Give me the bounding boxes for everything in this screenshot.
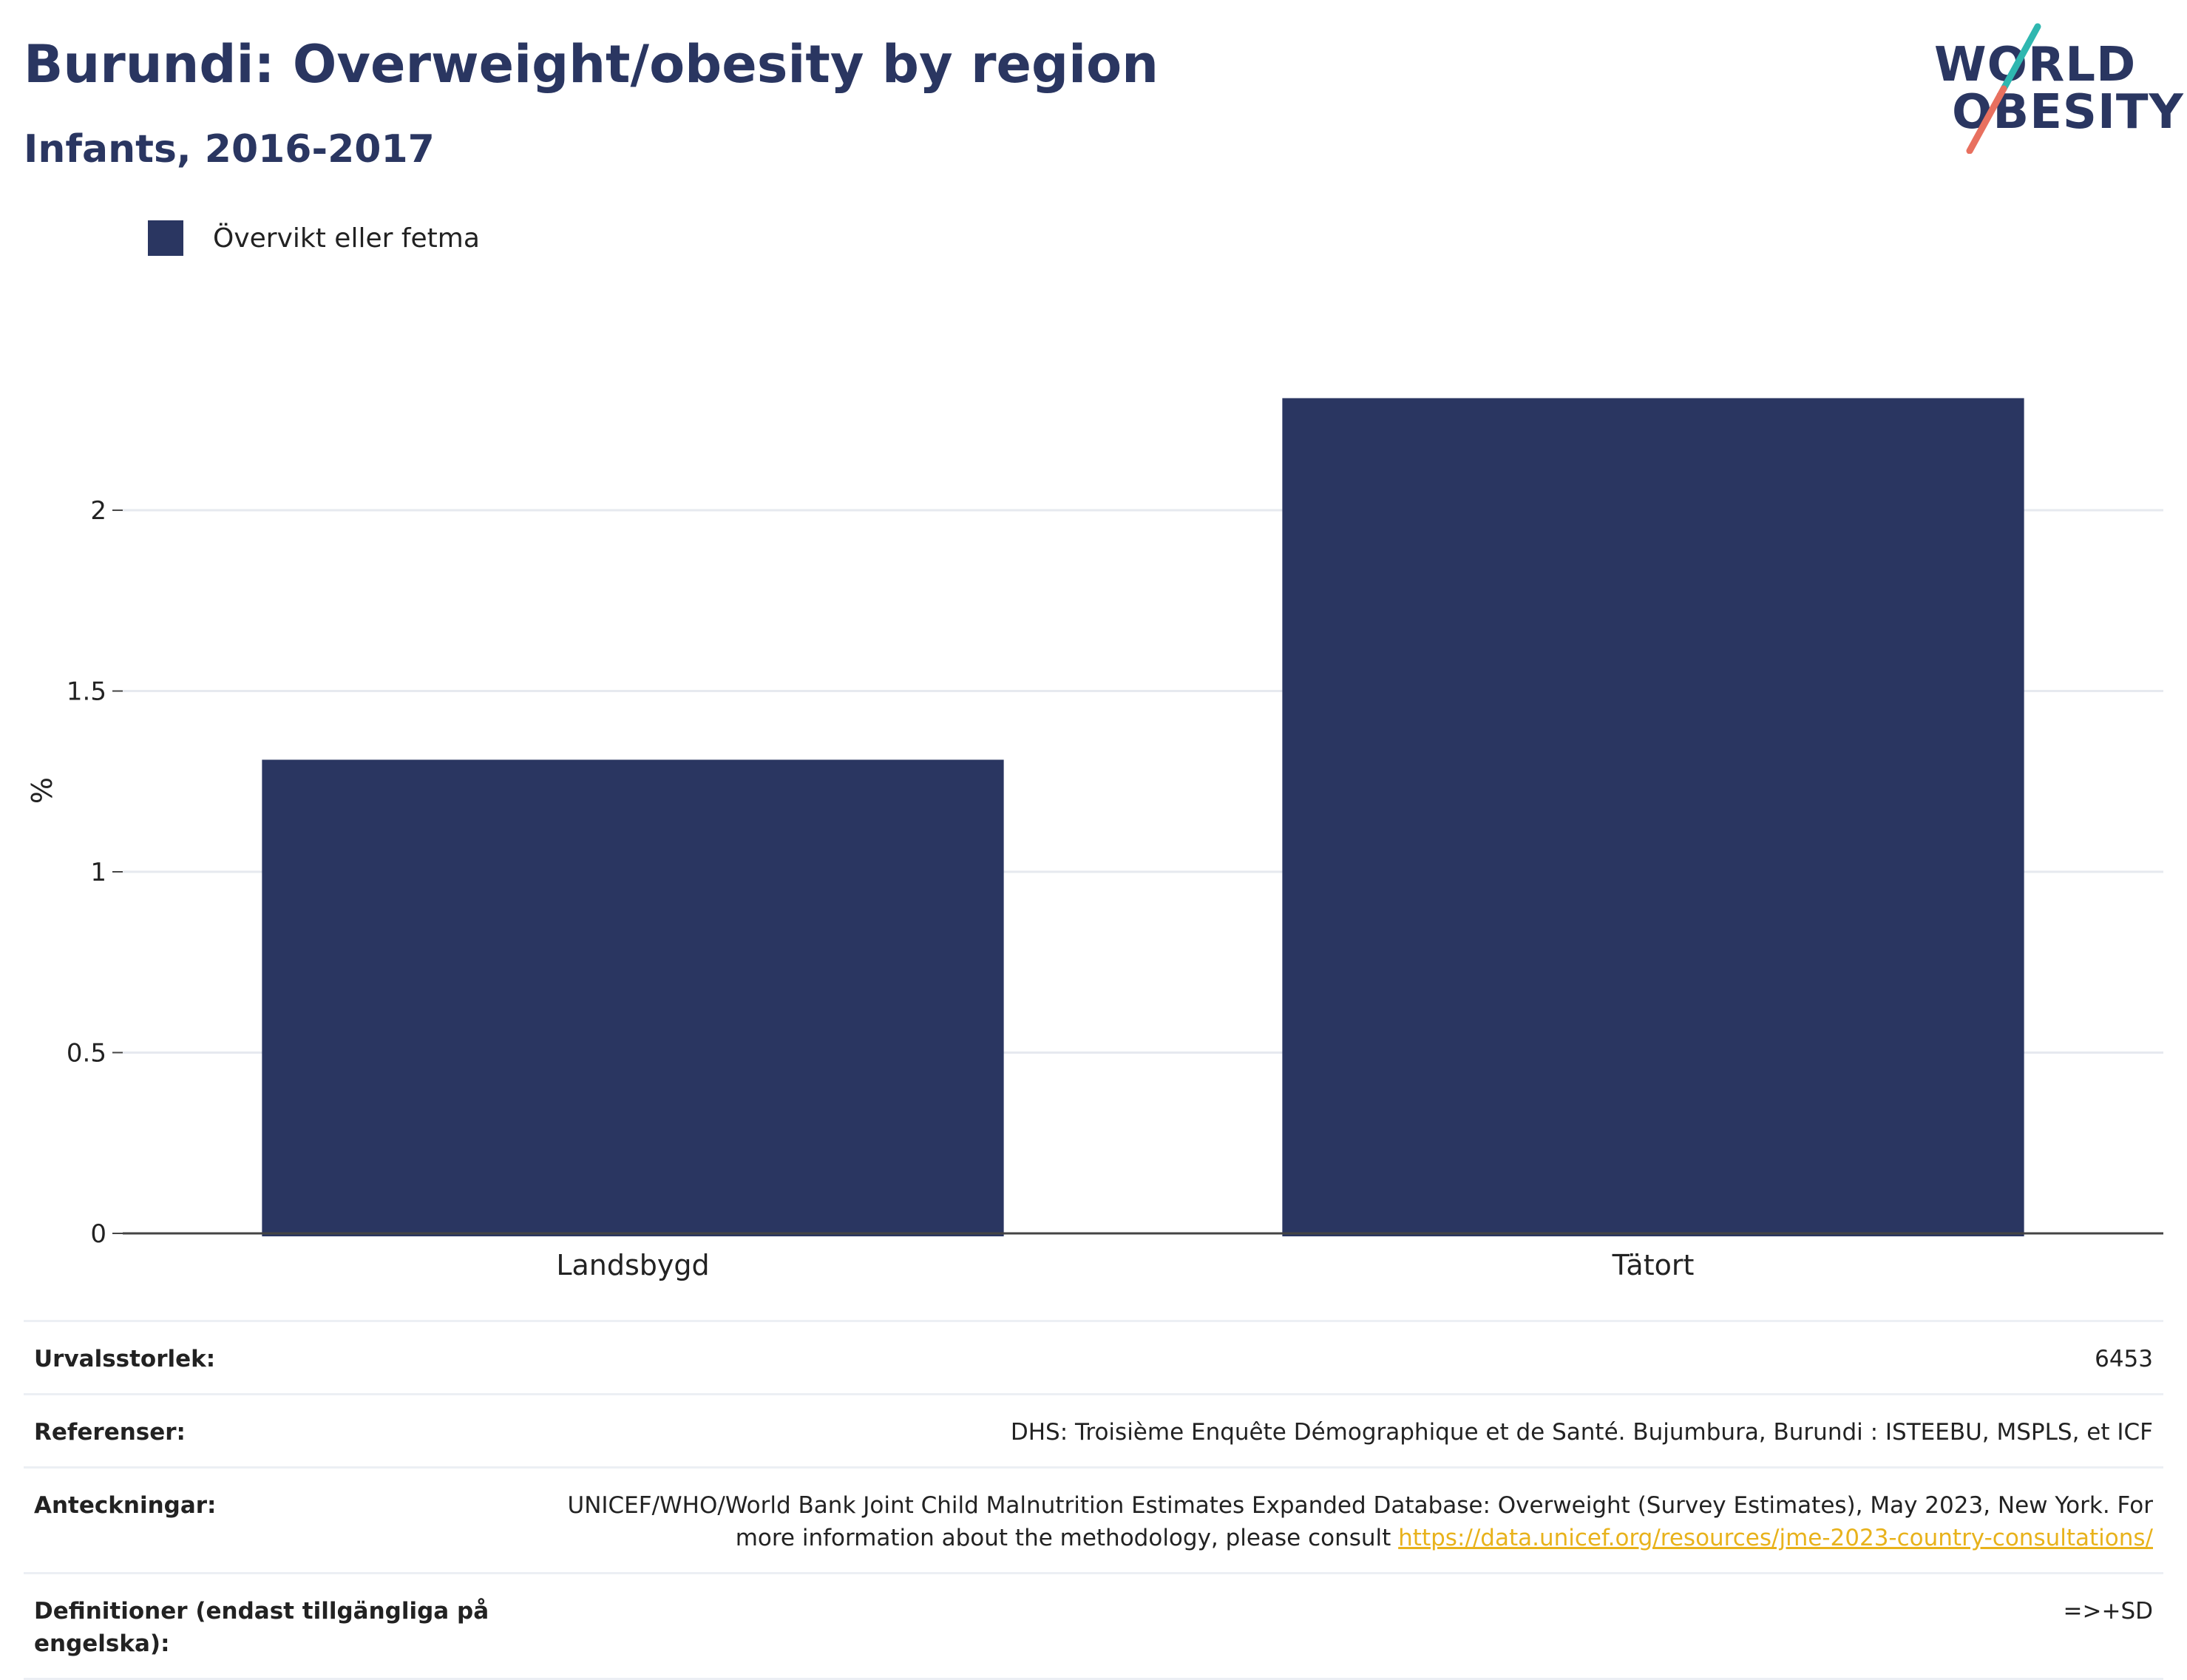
sample-size-label: Urvalsstorlek: — [34, 1346, 216, 1372]
logo-word-world: WORLD — [1934, 38, 2137, 92]
legend-swatch — [148, 220, 183, 256]
references-row: Referenser: DHS: Troisième Enquête Démog… — [24, 1393, 2163, 1466]
sample-size-value: 6453 — [2095, 1346, 2153, 1372]
notes-text: UNICEF/WHO/World Bank Joint Child Malnut… — [567, 1492, 2154, 1551]
bars — [262, 398, 2024, 1236]
y-tick-label: 0.5 — [67, 1039, 106, 1068]
bar-0 — [262, 759, 1004, 1236]
y-tick-label: 1.5 — [67, 677, 106, 707]
y-tick-label: 1 — [90, 858, 106, 887]
bar-chart: 0 0.5 1 1.5 2 Landsbygd Tätort% — [26, 398, 2163, 1281]
notes-value: UNICEF/WHO/World Bank Joint Child Malnut… — [507, 1489, 2154, 1554]
notes-label: Anteckningar: — [34, 1492, 217, 1519]
x-tick-label: Landsbygd — [556, 1249, 709, 1281]
definitions-row: Definitioner (endast tillgängliga på eng… — [24, 1572, 2163, 1680]
sample-size-row: Urvalsstorlek: 6453 — [24, 1320, 2163, 1393]
bar-1 — [1282, 398, 2024, 1236]
logo-slash-icon — [1966, 23, 2041, 154]
methodology-link[interactable]: https://data.unicef.org/resources/jme-20… — [1398, 1525, 2153, 1551]
references-value: DHS: Troisième Enquête Démographique et … — [1010, 1419, 2153, 1446]
y-tick-label: 0 — [90, 1219, 106, 1249]
notes-row: Anteckningar: UNICEF/WHO/World Bank Join… — [24, 1466, 2163, 1572]
world-obesity-logo[interactable]: WORLD OBESITY — [1922, 21, 2183, 154]
references-label: Referenser: — [34, 1419, 186, 1446]
definitions-label: Definitioner (endast tillgängliga på eng… — [34, 1598, 489, 1657]
legend-label: Övervikt eller fetma — [213, 223, 480, 254]
definitions-value: =>+SD — [2063, 1598, 2153, 1625]
y-axis-label: % — [26, 777, 58, 804]
x-tick-label: Tätort — [1612, 1249, 1695, 1281]
chart-subtitle: Infants, 2016-2017 — [24, 127, 435, 172]
y-tick-label: 2 — [90, 496, 106, 526]
chart-title: Burundi: Overweight/obesity by region — [24, 34, 1159, 95]
info-table: Urvalsstorlek: 6453 Referenser: DHS: Tro… — [24, 1320, 2163, 1680]
chart-legend[interactable]: Övervikt eller fetma — [148, 220, 480, 256]
axes: 0 0.5 1 1.5 2 Landsbygd Tätort% — [26, 496, 2163, 1281]
